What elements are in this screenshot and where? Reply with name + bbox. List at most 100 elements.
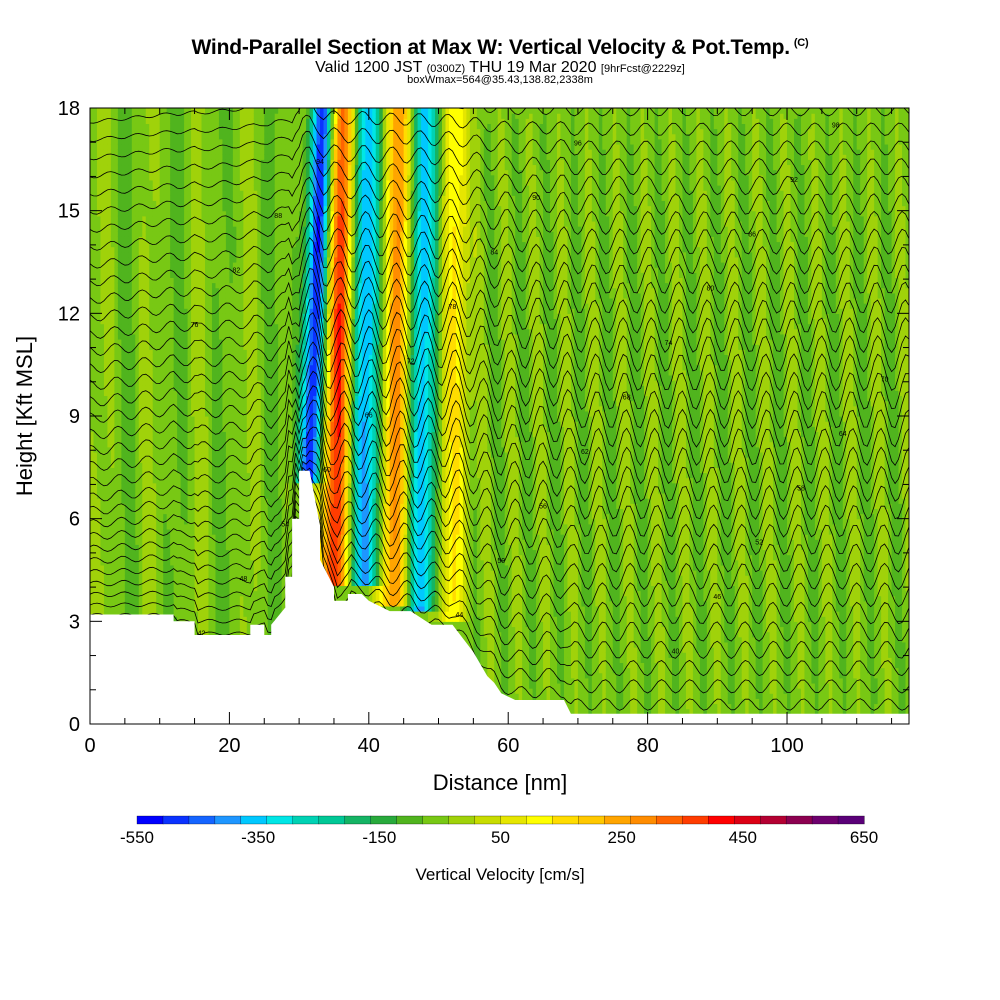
velocity-cell	[205, 211, 209, 217]
velocity-cell	[160, 385, 164, 391]
velocity-cell	[118, 560, 122, 566]
velocity-cell	[205, 575, 209, 581]
velocity-cell	[107, 139, 111, 145]
velocity-cell	[118, 472, 122, 478]
velocity-cell	[153, 493, 157, 499]
velocity-cell	[104, 529, 108, 535]
velocity-cell	[222, 159, 226, 165]
velocity-cell	[167, 113, 171, 119]
velocity-cell	[114, 283, 118, 289]
velocity-cell	[132, 442, 136, 448]
velocity-cell	[139, 385, 143, 391]
velocity-cell	[163, 283, 167, 289]
velocity-cell	[229, 324, 233, 330]
velocity-cell	[93, 457, 97, 463]
velocity-cell	[149, 411, 153, 417]
velocity-cell	[107, 544, 111, 550]
velocity-cell	[202, 421, 206, 427]
velocity-cell	[156, 483, 160, 489]
velocity-cell	[222, 226, 226, 232]
velocity-cell	[222, 606, 226, 612]
velocity-cell	[93, 241, 97, 247]
velocity-cell	[114, 200, 118, 206]
velocity-cell	[226, 226, 230, 232]
velocity-cell	[174, 395, 178, 401]
velocity-cell	[195, 313, 199, 319]
velocity-cell	[146, 437, 150, 443]
velocity-cell	[90, 493, 94, 499]
velocity-cell	[198, 585, 202, 591]
velocity-cell	[153, 406, 157, 412]
velocity-cell	[181, 262, 185, 268]
velocity-cell	[208, 390, 212, 396]
velocity-cell	[202, 380, 206, 386]
velocity-cell	[226, 616, 230, 622]
velocity-cell	[100, 139, 104, 145]
velocity-cell	[208, 216, 212, 222]
velocity-cell	[174, 457, 178, 463]
velocity-cell	[153, 580, 157, 586]
velocity-cell	[142, 334, 146, 340]
velocity-cell	[132, 318, 136, 324]
velocity-cell	[229, 596, 233, 602]
velocity-cell	[215, 544, 219, 550]
velocity-cell	[198, 401, 202, 407]
velocity-cell	[132, 283, 136, 289]
velocity-cell	[184, 401, 188, 407]
velocity-cell	[132, 298, 136, 304]
velocity-cell	[181, 416, 185, 422]
velocity-cell	[146, 134, 150, 140]
velocity-cell	[177, 447, 181, 453]
velocity-cell	[163, 272, 167, 278]
velocity-cell	[125, 308, 129, 314]
velocity-cell	[188, 524, 192, 530]
velocity-cell	[170, 596, 174, 602]
velocity-cell	[132, 498, 136, 504]
velocity-cell	[226, 206, 230, 212]
velocity-cell	[135, 354, 139, 360]
velocity-cell	[167, 180, 171, 186]
velocity-cell	[107, 591, 111, 597]
velocity-cell	[167, 293, 171, 299]
velocity-cell	[153, 560, 157, 566]
velocity-cell	[153, 375, 157, 381]
velocity-cell	[195, 241, 199, 247]
velocity-cell	[191, 154, 195, 160]
velocity-cell	[107, 488, 111, 494]
velocity-cell	[184, 180, 188, 186]
velocity-cell	[114, 539, 118, 545]
velocity-cell	[202, 293, 206, 299]
velocity-cell	[135, 498, 139, 504]
velocity-cell	[135, 190, 139, 196]
velocity-cell	[160, 241, 164, 247]
velocity-cell	[208, 596, 212, 602]
velocity-cell	[114, 313, 118, 319]
velocity-cell	[107, 108, 111, 114]
velocity-cell	[212, 206, 216, 212]
velocity-cell	[149, 555, 153, 561]
velocity-cell	[226, 508, 230, 514]
velocity-cell	[128, 452, 132, 458]
velocity-cell	[191, 365, 195, 371]
velocity-cell	[226, 339, 230, 345]
velocity-cell	[100, 144, 104, 150]
velocity-cell	[121, 164, 125, 170]
velocity-cell	[125, 200, 129, 206]
velocity-cell	[212, 626, 216, 632]
velocity-cell	[219, 164, 223, 170]
velocity-cell	[135, 457, 139, 463]
velocity-cell	[142, 354, 146, 360]
velocity-cell	[104, 247, 108, 253]
velocity-cell	[170, 272, 174, 278]
velocity-cell	[100, 252, 104, 258]
velocity-cell	[135, 488, 139, 494]
velocity-cell	[181, 560, 185, 566]
velocity-cell	[97, 560, 101, 566]
velocity-cell	[146, 442, 150, 448]
velocity-cell	[121, 272, 125, 278]
velocity-cell	[146, 344, 150, 350]
velocity-cell	[139, 283, 143, 289]
velocity-cell	[177, 190, 181, 196]
velocity-cell	[167, 277, 171, 283]
velocity-cell	[174, 118, 178, 124]
